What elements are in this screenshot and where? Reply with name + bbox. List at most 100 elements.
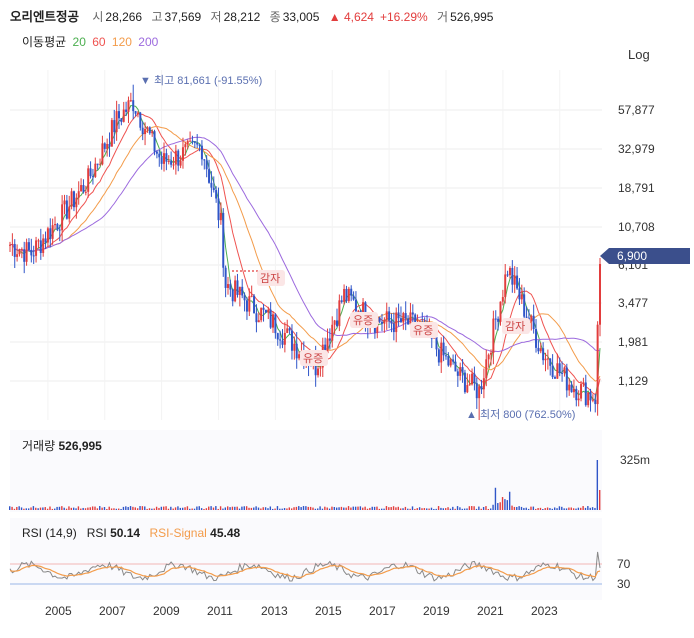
candle-body	[333, 320, 336, 325]
x-tick: 2015	[315, 604, 342, 618]
candle-body	[402, 313, 405, 323]
volume-bar	[307, 506, 309, 510]
candle-body	[279, 339, 282, 341]
candle-body	[490, 352, 493, 355]
volume-bar	[174, 507, 177, 510]
volume-bar	[570, 507, 572, 510]
candle-body	[561, 372, 564, 374]
volume-bar	[411, 506, 414, 510]
candle-body	[556, 363, 559, 379]
change-pct: +16.29%	[379, 10, 428, 24]
x-tick: 2013	[261, 604, 288, 618]
candle-body	[35, 240, 38, 256]
candle-body	[504, 274, 507, 298]
candle-body	[91, 176, 94, 178]
volume-bar	[305, 506, 307, 510]
volume-bar	[466, 508, 468, 510]
candle-body	[440, 342, 443, 363]
candle-body	[122, 109, 125, 122]
candle-body	[582, 382, 585, 385]
volume-bar	[132, 506, 134, 510]
candle-body	[293, 343, 296, 351]
volume-bar	[447, 507, 449, 510]
volume-bar	[222, 508, 224, 510]
volume-bar	[257, 507, 260, 510]
candle-body	[61, 204, 64, 231]
candle-body	[290, 330, 293, 351]
x-tick: 2023	[531, 604, 558, 618]
volume-bar	[530, 506, 532, 510]
candle-body	[260, 307, 263, 321]
candle-body	[572, 388, 575, 393]
volume-bar	[243, 506, 245, 510]
rsi-level-70: 70	[617, 557, 631, 571]
x-axis: 2005 2007 2009 2011 2013 2015 2017 2019 …	[45, 604, 558, 618]
ma-legend-label: 이동평균	[22, 35, 67, 49]
candle-body	[75, 197, 78, 208]
candle-body	[198, 144, 201, 146]
candle-body	[170, 160, 173, 165]
candle-body	[165, 153, 168, 162]
close-label: 종	[269, 10, 281, 24]
candle-body	[125, 109, 128, 112]
event-marker-bg	[300, 350, 328, 366]
candle-body	[101, 143, 104, 165]
volume-bar	[388, 507, 390, 510]
candle-body	[589, 392, 592, 401]
candle-body	[452, 359, 455, 362]
volume-bar	[127, 506, 129, 510]
volume-bar	[103, 507, 106, 510]
volume-bar	[385, 506, 388, 510]
volume-bar	[181, 507, 184, 510]
candle-body	[513, 275, 516, 285]
candle-body	[215, 190, 218, 199]
volume-bar	[511, 505, 513, 510]
change-value: ▲ 4,624	[328, 10, 374, 24]
low-value: 28,212	[223, 10, 261, 24]
candle-body	[217, 198, 220, 221]
log-scale-toggle[interactable]: Log	[628, 47, 650, 62]
volume-bar	[276, 506, 279, 510]
volume-bar	[418, 507, 421, 510]
candle-body	[231, 289, 234, 302]
candle-body	[132, 100, 135, 112]
candle-body	[208, 169, 211, 183]
candle-body	[331, 324, 334, 341]
volume-legend-label: 거래량	[22, 439, 56, 453]
candle-body	[196, 142, 199, 145]
candle-body	[229, 284, 232, 290]
volume-bar	[267, 508, 269, 510]
volume-bar	[16, 506, 18, 510]
price-tick: 1,129	[618, 374, 648, 388]
volume-bar	[433, 508, 435, 510]
ma-legend[interactable]: 이동평균 20 60 120 200	[22, 33, 161, 50]
volume-bar	[141, 506, 144, 510]
candle-body	[82, 185, 85, 192]
volume-panel-bg	[10, 430, 602, 512]
x-tick: 2019	[423, 604, 450, 618]
volume-bar	[253, 507, 255, 510]
candle-body	[295, 343, 298, 359]
volume-bar	[378, 508, 381, 510]
candle-body	[262, 307, 265, 310]
volume-bar	[25, 508, 27, 510]
volume-bar	[309, 506, 312, 510]
candle-body	[54, 224, 57, 226]
close-value: 33,005	[282, 10, 320, 24]
volume-bar	[532, 506, 535, 510]
volume-bar	[115, 508, 118, 510]
volume-bar	[37, 508, 39, 510]
volume-bar	[350, 507, 352, 510]
volume-bar	[454, 508, 456, 510]
candle-body	[18, 249, 21, 255]
candle-body	[328, 338, 331, 341]
candle-body	[106, 143, 109, 149]
volume-bar	[390, 507, 392, 510]
volume-bar	[499, 502, 501, 510]
rsi-lines	[9, 551, 601, 582]
volume-bar	[487, 508, 490, 510]
candle-body	[11, 243, 14, 245]
candle-body	[596, 324, 599, 405]
candle-body	[177, 150, 180, 166]
